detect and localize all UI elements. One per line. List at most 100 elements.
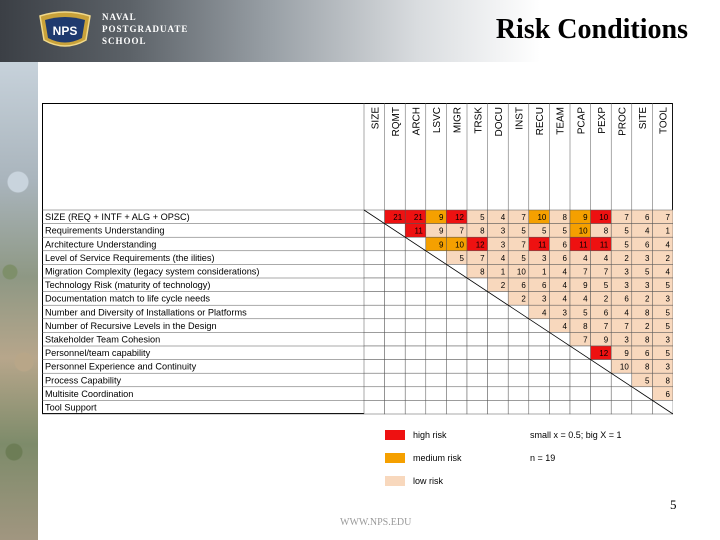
matrix-cell-value: 4 bbox=[666, 268, 671, 277]
matrix-cell-value: 4 bbox=[604, 254, 609, 263]
matrix-cell bbox=[507, 332, 530, 347]
legend-label-high: high risk bbox=[413, 430, 447, 440]
matrix-cell bbox=[466, 304, 488, 320]
matrix-cell bbox=[466, 359, 488, 374]
matrix-cell-value: 8 bbox=[563, 213, 568, 222]
matrix-cell-value: 5 bbox=[666, 349, 671, 358]
matrix-cell-value: 5 bbox=[460, 254, 465, 263]
matrix-cell bbox=[404, 345, 427, 360]
matrix-cell-value: 5 bbox=[624, 240, 629, 249]
matrix-cell bbox=[507, 386, 530, 401]
matrix-cell bbox=[384, 318, 406, 333]
matrix-cell bbox=[487, 345, 509, 360]
matrix-column-label: PCAP bbox=[576, 107, 587, 135]
matrix-cell-value: 6 bbox=[645, 213, 650, 222]
matrix-cell-value: 6 bbox=[645, 349, 650, 358]
matrix-cell bbox=[528, 359, 550, 374]
matrix-cell bbox=[425, 332, 447, 347]
matrix-cell-value: 6 bbox=[542, 281, 547, 290]
matrix-cell bbox=[404, 264, 427, 279]
matrix-cell bbox=[363, 386, 385, 401]
matrix-cell bbox=[384, 400, 406, 415]
footer-url: WWW.NPS.EDU bbox=[340, 517, 412, 528]
matrix-column-label: LSVC bbox=[432, 107, 443, 133]
matrix-cell-value: 3 bbox=[542, 254, 547, 263]
matrix-cell-value: 5 bbox=[583, 308, 588, 317]
matrix-cell-value: 7 bbox=[604, 322, 609, 331]
matrix-cell-value: 2 bbox=[666, 254, 671, 263]
matrix-cell-value: 10 bbox=[599, 213, 608, 222]
matrix-row-label: Stakeholder Team Cohesion bbox=[45, 335, 160, 345]
matrix-cell bbox=[569, 372, 591, 388]
matrix-cell-value: 5 bbox=[624, 227, 629, 236]
matrix-row-label: Migration Complexity (legacy system cons… bbox=[45, 267, 259, 277]
matrix-cell-value: 5 bbox=[604, 281, 609, 290]
matrix-cell-value: 4 bbox=[583, 254, 588, 263]
matrix-cell-value: 1 bbox=[542, 268, 547, 277]
matrix-cell-value: 8 bbox=[480, 227, 485, 236]
matrix-row-label: Personnel Experience and Continuity bbox=[45, 362, 197, 372]
matrix-cell bbox=[384, 277, 406, 292]
header-band bbox=[0, 0, 720, 62]
matrix-cell-value: 4 bbox=[563, 322, 568, 331]
matrix-cell-value: 3 bbox=[666, 336, 671, 345]
matrix-cell bbox=[507, 372, 530, 388]
matrix-cell bbox=[363, 345, 385, 360]
matrix-cell bbox=[384, 291, 406, 306]
matrix-cell bbox=[425, 318, 447, 333]
matrix-cell bbox=[446, 318, 468, 333]
matrix-cell-value: 3 bbox=[563, 308, 568, 317]
matrix-cell-value: 2 bbox=[521, 295, 526, 304]
matrix-row-label: Number of Recursive Levels in the Design bbox=[45, 321, 217, 331]
matrix-cell-value: 4 bbox=[501, 213, 506, 222]
legend: high risk small x = 0.5; big X = 1 mediu… bbox=[385, 426, 685, 496]
matrix-cell-value: 3 bbox=[542, 295, 547, 304]
matrix-cell-value: 11 bbox=[600, 240, 609, 249]
legend-swatch-low bbox=[385, 476, 405, 486]
matrix-cell-value: 6 bbox=[563, 254, 568, 263]
matrix-cell bbox=[446, 345, 468, 360]
matrix-cell bbox=[384, 372, 406, 388]
matrix-cell-value: 11 bbox=[414, 227, 423, 236]
matrix-cell-value: 7 bbox=[624, 213, 629, 222]
matrix-cell-value: 1 bbox=[666, 227, 671, 236]
matrix-diagonal bbox=[363, 209, 674, 415]
matrix-column-label: PEXP bbox=[597, 107, 608, 134]
matrix-cell bbox=[549, 386, 571, 401]
matrix-cell bbox=[528, 332, 550, 347]
matrix-cell-value: 7 bbox=[624, 322, 629, 331]
matrix-cell bbox=[384, 264, 406, 279]
matrix-cell-value: 5 bbox=[666, 322, 671, 331]
matrix-cell-value: 5 bbox=[666, 308, 671, 317]
matrix-cell-value: 2 bbox=[624, 254, 629, 263]
matrix-cell bbox=[404, 277, 427, 292]
matrix-cell bbox=[384, 345, 406, 360]
matrix-cell bbox=[528, 372, 550, 388]
matrix-cell bbox=[446, 304, 468, 320]
matrix-cell bbox=[363, 359, 385, 374]
matrix-row-label: Requirements Understanding bbox=[45, 226, 165, 236]
matrix-cell bbox=[384, 332, 406, 347]
matrix-cell bbox=[404, 318, 427, 333]
matrix-column-label: RQMT bbox=[391, 107, 402, 136]
matrix-cell bbox=[569, 386, 591, 401]
matrix-cell bbox=[384, 250, 406, 265]
matrix-cell-value: 5 bbox=[542, 227, 547, 236]
legend-label-medium: medium risk bbox=[413, 453, 462, 463]
matrix-cell-value: 3 bbox=[645, 254, 650, 263]
matrix-column-label: SIZE bbox=[370, 107, 381, 130]
matrix-cell-value: 5 bbox=[645, 376, 650, 385]
nps-seal-icon: NPS bbox=[39, 11, 91, 47]
matrix-cell bbox=[446, 359, 468, 374]
matrix-cell-value: 7 bbox=[460, 227, 465, 236]
matrix-cell bbox=[446, 386, 468, 401]
matrix-cell-value: 2 bbox=[604, 295, 609, 304]
matrix-cell bbox=[363, 400, 385, 415]
matrix-cell bbox=[425, 304, 447, 320]
matrix-column-label: RECU bbox=[535, 107, 546, 135]
matrix-cell-value: 8 bbox=[645, 363, 650, 372]
matrix-cell bbox=[549, 400, 571, 415]
matrix-cell bbox=[425, 291, 447, 306]
matrix-cell bbox=[425, 345, 447, 360]
matrix-cell-value: 1 bbox=[501, 268, 506, 277]
